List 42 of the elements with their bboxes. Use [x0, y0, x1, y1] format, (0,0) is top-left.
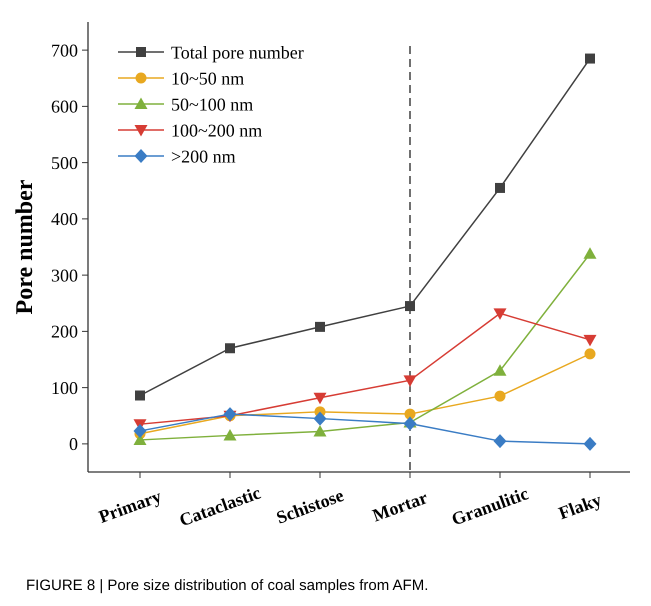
x-tick-label: Mortar [370, 487, 430, 526]
point [224, 428, 236, 440]
caption: FIGURE 8 | Pore size distribution of coal samples from AFM. [26, 577, 428, 594]
point [494, 390, 506, 402]
legend-label: 10~50 nm [171, 68, 244, 88]
point [224, 407, 236, 422]
legend-label: Total pore number [171, 42, 304, 62]
point [314, 392, 326, 404]
point [585, 54, 595, 64]
legend-label: >200 nm [171, 146, 236, 166]
point [135, 390, 145, 400]
x-tick-label: Schistose [274, 484, 346, 528]
point [584, 247, 596, 259]
point [225, 343, 235, 354]
y-tick-label: 300 [51, 265, 78, 286]
x-tick-label: Primary [96, 486, 164, 527]
y-tick-label: 0 [69, 434, 78, 454]
point [584, 436, 596, 451]
point [314, 412, 326, 426]
y-tick-label: 400 [51, 209, 78, 230]
point [494, 308, 506, 320]
point [404, 416, 416, 431]
x-tick-label: Flaky [556, 489, 604, 524]
point [584, 334, 596, 346]
point [495, 182, 505, 193]
point [314, 425, 326, 436]
point [404, 375, 416, 387]
y-tick-label: 700 [51, 40, 78, 60]
point [404, 408, 416, 420]
y-axis-title: Pore number [12, 179, 38, 314]
point [494, 364, 506, 376]
point [315, 322, 325, 332]
point [134, 424, 146, 438]
legend-label: 100~200 nm [171, 120, 262, 140]
point [405, 301, 415, 312]
y-tick-label: 500 [51, 152, 78, 173]
legend-label: 50~100 nm [171, 94, 254, 114]
point [584, 348, 596, 360]
y-tick-label: 100 [51, 378, 78, 398]
y-tick-label: 600 [51, 96, 78, 117]
y-tick-label: 200 [51, 322, 78, 342]
point [494, 434, 506, 448]
